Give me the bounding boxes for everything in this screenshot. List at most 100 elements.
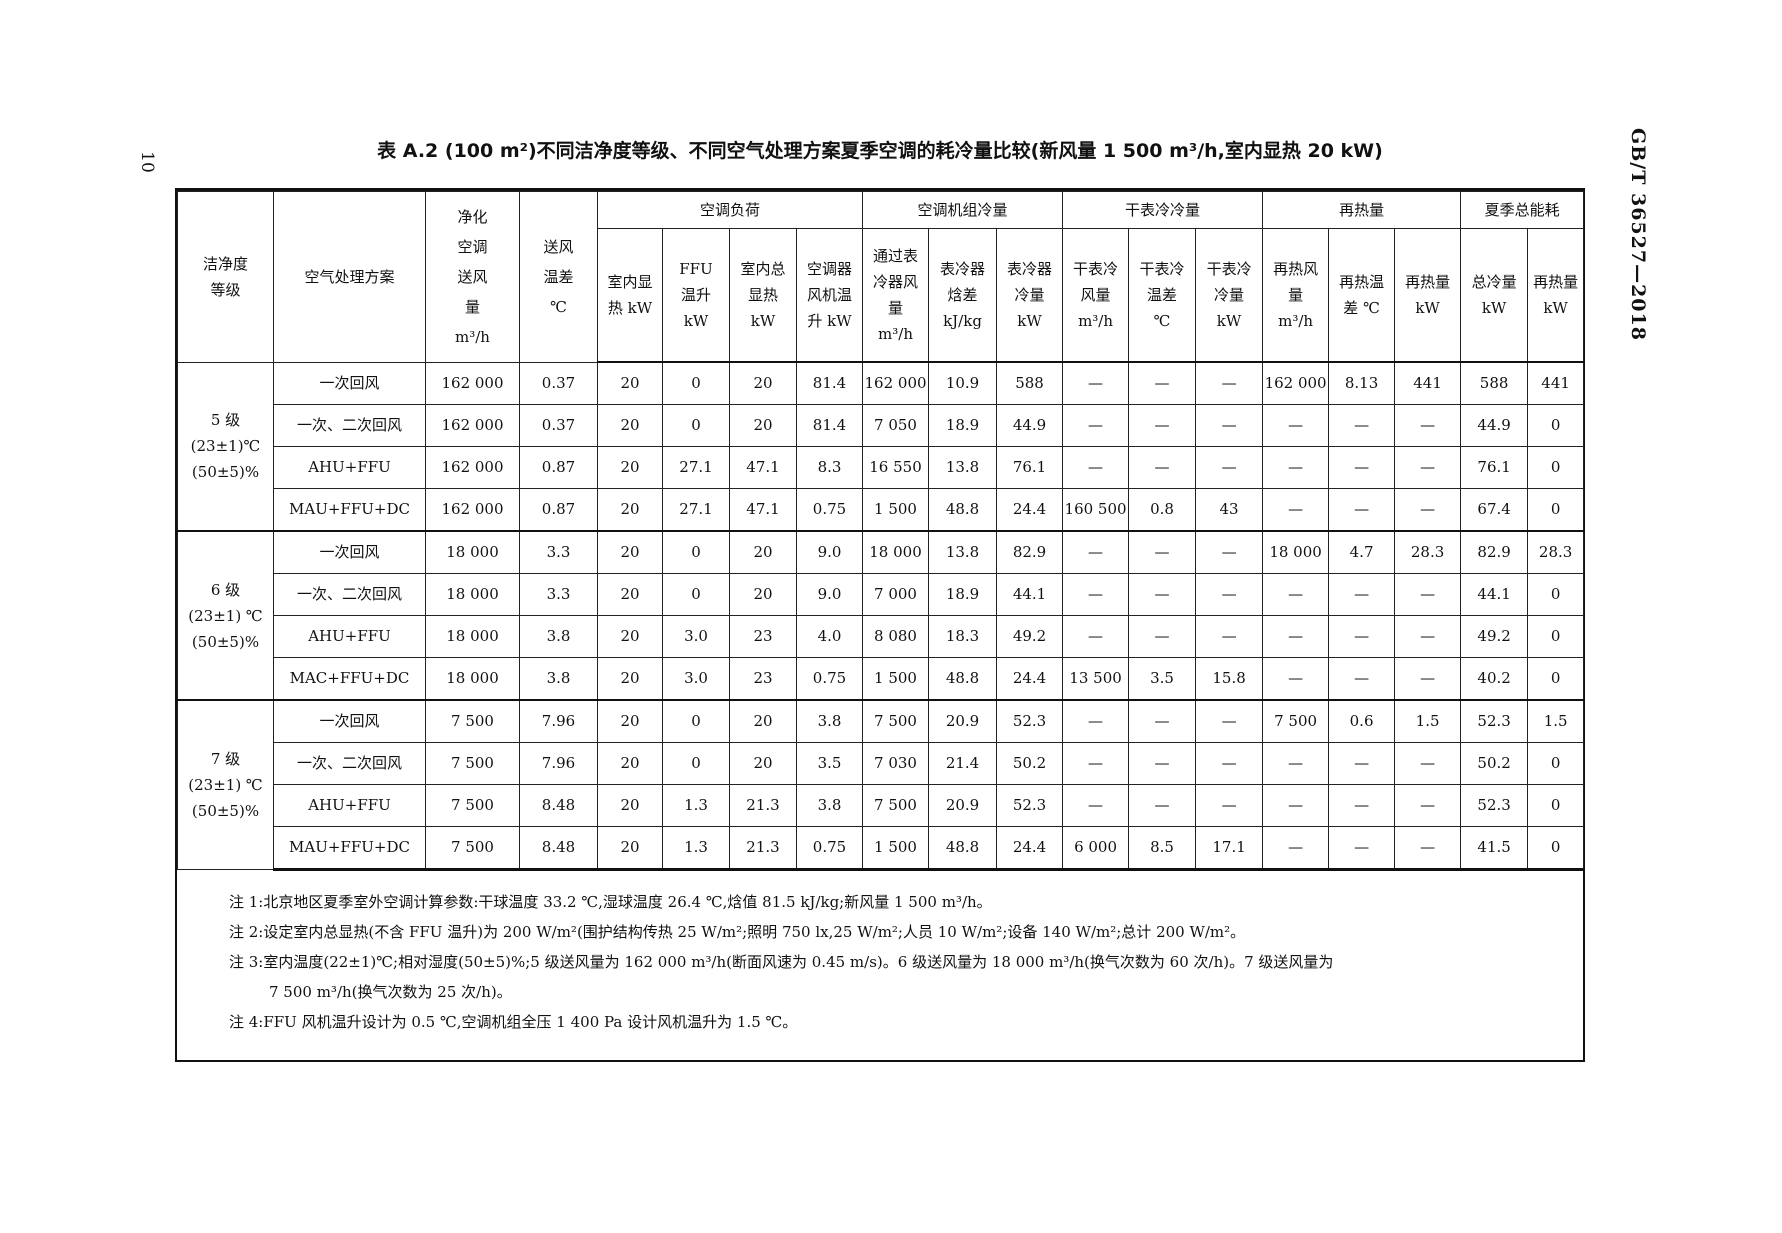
value-cell: 162 000 (425, 446, 520, 489)
value-cell: 0 (662, 361, 730, 405)
value-cell: — (1062, 742, 1130, 785)
value-cell: 0 (1527, 784, 1585, 827)
table-row: MAU+FFU+DC 162 000 0.87 20 27.1 47.1 0.75 1 500… (178, 488, 1585, 532)
value-cell: — (1394, 784, 1462, 827)
value-cell: 47.1 (729, 446, 797, 489)
header-group-reheat: 再热量 (1262, 191, 1462, 229)
value-cell: — (1128, 784, 1197, 827)
value-cell: 0.87 (519, 488, 598, 532)
value-cell: 588 (996, 361, 1064, 405)
value-cell: 50.2 (996, 742, 1064, 785)
value-cell: 20 (597, 446, 663, 489)
value-cell: 20 (729, 699, 797, 743)
value-cell: 81.4 (795, 361, 864, 405)
value-cell: 20 (597, 404, 663, 447)
value-cell: 18 000 (1262, 530, 1330, 574)
note-line: 注 4:FFU 风机温升设计为 0.5 ℃,空调机组全压 1 400 Pa 设计… (229, 1013, 798, 1031)
value-cell: — (1328, 657, 1396, 701)
value-cell: 20 (729, 573, 797, 616)
value-cell: 8.5 (1128, 826, 1197, 871)
value-cell: 48.8 (928, 826, 998, 871)
value-cell: 0 (1527, 488, 1585, 532)
value-cell: 0 (662, 530, 730, 574)
value-cell: 8.48 (519, 826, 598, 871)
scheme-cell: 一次、二次回风 (273, 573, 426, 616)
value-cell: 21.3 (729, 784, 797, 827)
value-cell: — (1062, 699, 1130, 743)
table-row: 5 级 (23±1)℃ (50±5)% 一次回风 162 000 0.37 20 0 20 81.… (177, 361, 1585, 532)
value-cell: 0 (1527, 404, 1585, 447)
value-cell: 20.9 (928, 784, 998, 827)
value-cell: 13 500 (1062, 657, 1130, 701)
value-cell: 49.2 (996, 615, 1064, 658)
value-cell: 3.3 (519, 530, 598, 574)
value-cell: 27.1 (662, 446, 730, 489)
value-cell: 0 (1527, 615, 1585, 658)
header-sub-col: FFU温升 kW (662, 228, 730, 363)
value-cell: 0 (662, 699, 730, 743)
value-cell: 50.2 (1460, 742, 1529, 785)
value-cell: 44.9 (1460, 404, 1529, 447)
value-cell: 76.1 (996, 446, 1064, 489)
value-cell: — (1195, 699, 1264, 743)
value-cell: 8.3 (795, 446, 864, 489)
cleanliness-class-cell: 5 级 (23±1)℃ (50±5)% (177, 361, 274, 532)
header-sub-col: 再热量 kW (1527, 228, 1585, 363)
value-cell: 13.8 (928, 446, 998, 489)
value-cell: 7 500 (425, 699, 520, 743)
value-cell: 9.0 (795, 573, 864, 616)
value-cell: 82.9 (1460, 530, 1529, 574)
value-cell: 441 (1527, 361, 1585, 405)
value-cell: 7 500 (425, 784, 520, 827)
value-cell: 15.8 (1195, 657, 1264, 701)
value-cell: 0.8 (1128, 488, 1197, 532)
value-cell: 52.3 (996, 784, 1064, 827)
value-cell: — (1394, 446, 1462, 489)
table-row: 6 级 (23±1) ℃ (50±5)% 一次回风 18 000 3.3 20 0 20 9.0 1… (177, 530, 1585, 701)
value-cell: 23 (729, 657, 797, 701)
value-cell: 52.3 (1460, 699, 1529, 743)
value-cell: 20 (597, 657, 663, 701)
value-cell: — (1328, 404, 1396, 447)
value-cell: — (1394, 615, 1462, 658)
value-cell: — (1262, 657, 1330, 701)
value-cell: — (1262, 826, 1330, 871)
header-group-unit-cooling: 空调机组冷量 (862, 191, 1064, 229)
value-cell: 81.4 (795, 404, 864, 447)
value-cell: 43 (1195, 488, 1264, 532)
value-cell: 20 (597, 699, 663, 743)
header-sub-col: 再热温差 ℃ (1328, 228, 1396, 363)
value-cell: — (1262, 573, 1330, 616)
value-cell: 7.96 (519, 699, 598, 743)
value-cell: 0.87 (519, 446, 598, 489)
value-cell: — (1262, 488, 1330, 532)
scheme-cell: AHU+FFU (273, 446, 426, 489)
scheme-cell: 一次、二次回风 (273, 742, 426, 785)
value-cell: 10.9 (928, 361, 998, 405)
value-cell: 0.75 (795, 488, 864, 532)
value-cell: — (1062, 615, 1130, 658)
scheme-cell: AHU+FFU (273, 615, 426, 658)
value-cell: 7.96 (519, 742, 598, 785)
value-cell: 0.75 (795, 826, 864, 871)
header-sub-col: 再热风量 m³/h (1262, 228, 1330, 363)
value-cell: 0 (1527, 742, 1585, 785)
value-cell: — (1062, 361, 1130, 405)
scheme-cell: MAC+FFU+DC (273, 657, 426, 701)
value-cell: — (1062, 446, 1130, 489)
value-cell: 20 (597, 488, 663, 532)
header-supply-air: 净化空调送风量 m³/h (425, 191, 520, 363)
value-cell: — (1394, 826, 1462, 871)
value-cell: 17.1 (1195, 826, 1264, 871)
header-sub-col: 表冷器焓差 kJ/kg (928, 228, 998, 363)
value-cell: 20 (729, 742, 797, 785)
value-cell: 3.8 (795, 699, 864, 743)
value-cell: 3.0 (662, 615, 730, 658)
table-row: AHU+FFU 7 500 8.48 20 1.3 21.3 3.8 7 500 20.9 52.… (178, 784, 1585, 827)
comparison-table-frame: 洁净度等级 空气处理方案 净化空调送风量 m³/h 送风温差 ℃ 空调负荷 空调… (175, 188, 1585, 1062)
note-line: 注 2:设定室内总显热(不含 FFU 温升)为 200 W/m²(围护结构传热 … (229, 923, 1246, 941)
value-cell: — (1328, 573, 1396, 616)
value-cell: — (1195, 615, 1264, 658)
value-cell: — (1394, 488, 1462, 532)
value-cell: 20 (597, 530, 663, 574)
